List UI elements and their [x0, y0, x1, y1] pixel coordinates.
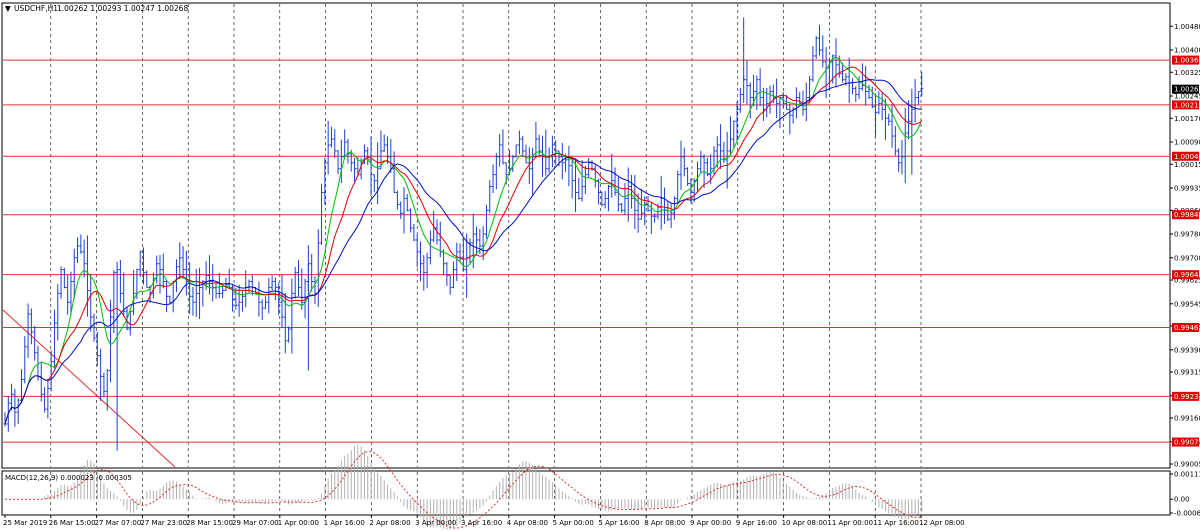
- current-price-label: 1.00268: [1174, 86, 1200, 94]
- macd-tick-label: 0.001112: [1174, 471, 1200, 479]
- time-tick-label: 9 Apr 00:00: [690, 519, 731, 527]
- macd-signal-line: [5, 450, 922, 529]
- level-label: 1.00042: [1174, 153, 1200, 161]
- main-plot-frame: [1, 2, 1171, 469]
- time-tick-label: 26 Mar 15:00: [49, 519, 96, 527]
- time-tick-label: 4 Apr 08:00: [507, 519, 548, 527]
- level-label: 0.99079: [1174, 439, 1200, 447]
- time-tick-label: 1 Apr 16:00: [324, 519, 365, 527]
- time-tick-label: 27 Mar 23:00: [140, 519, 187, 527]
- level-label: 0.99465: [1174, 324, 1200, 332]
- time-tick-label: 5 Apr 00:00: [553, 519, 594, 527]
- macd-indicator: 0.001112 0.00 -0.000607: [5, 444, 1200, 530]
- price-tick-label: 1.00400: [1174, 47, 1200, 55]
- horizontal-levels[interactable]: [3, 59, 1170, 443]
- price-bars: [3, 17, 924, 451]
- level-label: 0.99233: [1174, 393, 1200, 401]
- ohlc-values: 1.00262 1.00293 1.00247 1.00268: [57, 4, 188, 13]
- price-tick-label: 1.00015: [1174, 161, 1200, 169]
- macd-tick-label: 0.00: [1174, 496, 1190, 504]
- time-tick-label: 28 Mar 15:00: [186, 519, 233, 527]
- macd-plot-frame: [1, 470, 1171, 516]
- current-price-bg: [1172, 84, 1199, 94]
- level-label-bg: [1172, 391, 1199, 401]
- time-tick-label: 3 Apr 00:00: [415, 519, 456, 527]
- level-label: 0.99643: [1174, 271, 1200, 279]
- time-axis: 25 Mar 2019 26 Mar 15:00 27 Mar 07:00 27 Ma…: [3, 515, 965, 527]
- symbol-label: USDCHF,H1: [14, 4, 58, 13]
- macd-tick-label: -0.000607: [1174, 510, 1200, 518]
- time-tick-label: 25 Mar 2019: [3, 519, 47, 527]
- price-tick-label: 0.99935: [1174, 185, 1200, 193]
- macd-label: MACD(12,26,9) 0.000023 -0.000305: [5, 474, 132, 482]
- time-tick-label: 29 Mar 07:00: [232, 519, 279, 527]
- price-tick-label: 0.99545: [1174, 300, 1200, 308]
- ma-slow-line: [4, 79, 922, 425]
- price-tick-label: 1.00480: [1174, 23, 1200, 31]
- level-label: 0.99845: [1174, 211, 1200, 219]
- time-tick-label: 5 Apr 16:00: [598, 519, 639, 527]
- price-tick-label: 0.99315: [1174, 369, 1200, 377]
- level-label-bg: [1172, 151, 1199, 161]
- level-label-bg: [1172, 270, 1199, 280]
- ma-mid-line: [4, 66, 922, 425]
- level-label-bg: [1172, 55, 1199, 65]
- level-label-bg: [1172, 437, 1199, 447]
- price-tick-label: 1.00170: [1174, 115, 1200, 123]
- time-tick-label: 1 Apr 00:00: [278, 519, 319, 527]
- price-tick-label: 0.99625: [1174, 277, 1200, 285]
- level-label-bg: [1172, 210, 1199, 220]
- moving-averages: [4, 56, 923, 425]
- time-tick-label: 10 Apr 08:00: [782, 519, 828, 527]
- time-tick-label: 9 Apr 16:00: [736, 519, 777, 527]
- time-tick-label: 2 Apr 08:00: [369, 519, 410, 527]
- time-tick-label: 3 Apr 16:00: [461, 519, 502, 527]
- price-tick-label: 0.99005: [1174, 461, 1200, 469]
- level-labels: 1.00366 1.00215 1.00042 0.99845 0.99643 0.994…: [1172, 55, 1200, 447]
- time-tick-label: 27 Mar 07:00: [95, 519, 142, 527]
- time-tick-label: 12 Apr 08:00: [919, 519, 965, 527]
- level-label: 1.00366: [1174, 57, 1200, 65]
- time-tick-label: 11 Apr 00:00: [827, 519, 873, 527]
- price-tick-label: 1.00090: [1174, 139, 1200, 147]
- level-label: 1.00215: [1174, 101, 1200, 109]
- level-label-bg: [1172, 100, 1199, 110]
- grid: [50, 4, 922, 514]
- price-tick-label: 1.00325: [1174, 69, 1200, 77]
- time-tick-label: 11 Apr 16:00: [873, 519, 919, 527]
- price-tick-label: 1.00245: [1174, 93, 1200, 101]
- ma-fast-line: [4, 56, 923, 425]
- level-label-bg: [1172, 323, 1199, 333]
- collapse-arrow-icon[interactable]: ▼: [5, 4, 11, 13]
- time-tick-label: 8 Apr 08:00: [644, 519, 685, 527]
